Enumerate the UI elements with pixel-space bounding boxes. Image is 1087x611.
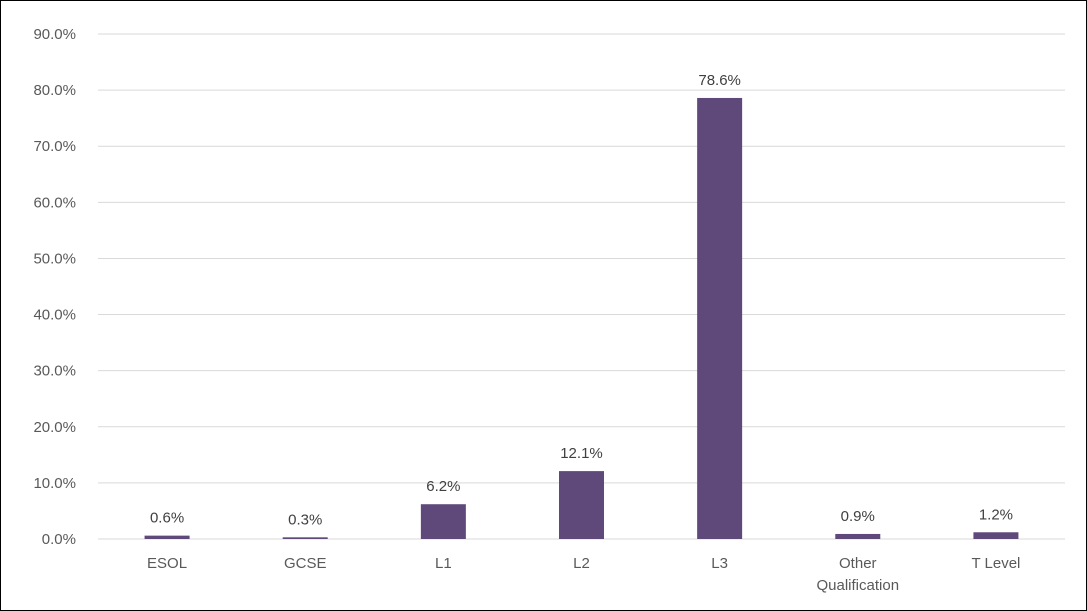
data-label: 1.2% [979,506,1013,523]
y-tick-label: 30.0% [33,363,76,380]
x-tick-label: L2 [573,555,590,572]
x-tick-label: L1 [435,555,452,572]
data-label: 0.3% [288,511,322,528]
y-tick-label: 20.0% [33,419,76,436]
x-tick-label: T Level [971,555,1020,572]
y-tick-label: 80.0% [33,82,76,99]
y-tick-label: 0.0% [42,531,76,548]
x-tick-label-line: Qualification [817,577,900,594]
x-axis-ticks: ESOL GCSE L1 L2 L3 Other Qualification T Level [147,555,1020,594]
x-tick-label-line: L2 [573,555,590,572]
bar-l1 [420,504,466,539]
y-tick-label: 10.0% [33,475,76,492]
x-tick-label-line: T Level [971,555,1020,572]
y-tick-label: 90.0% [33,26,76,43]
y-tick-label: 70.0% [33,138,76,155]
x-tick-label: Other Qualification [817,555,900,594]
data-label: 78.6% [698,72,741,89]
bar-t-level [973,532,1019,539]
bar-l2 [559,471,604,539]
data-label: 0.9% [841,508,875,525]
data-label: 0.6% [150,510,184,527]
bar-gcse [282,537,328,539]
x-tick-label: ESOL [147,555,187,572]
x-tick-label-line: GCSE [284,555,327,572]
x-tick-label-line: L1 [435,555,452,572]
data-labels: 0.6% 0.3% 6.2% 12.1% 78.6% 0.9% 1.2% [150,72,1013,528]
data-label: 6.2% [426,478,460,495]
bar-l3 [697,97,743,539]
bar-esol [144,535,190,539]
data-label: 12.1% [560,445,603,462]
y-tick-label: 50.0% [33,250,76,267]
bars [144,97,1019,539]
x-tick-label-line: Other [839,555,877,572]
x-tick-label-line: ESOL [147,555,187,572]
gridlines [98,33,1065,540]
x-tick-label: L3 [711,555,728,572]
y-tick-label: 40.0% [33,307,76,324]
y-tick-label: 60.0% [33,194,76,211]
x-tick-label-line: L3 [711,555,728,572]
bar-other-qualification [835,533,881,539]
y-axis-ticks: 0.0% 10.0% 20.0% 30.0% 40.0% 50.0% 60.0% 70.0% 8… [33,26,76,548]
x-tick-label: GCSE [284,555,327,572]
